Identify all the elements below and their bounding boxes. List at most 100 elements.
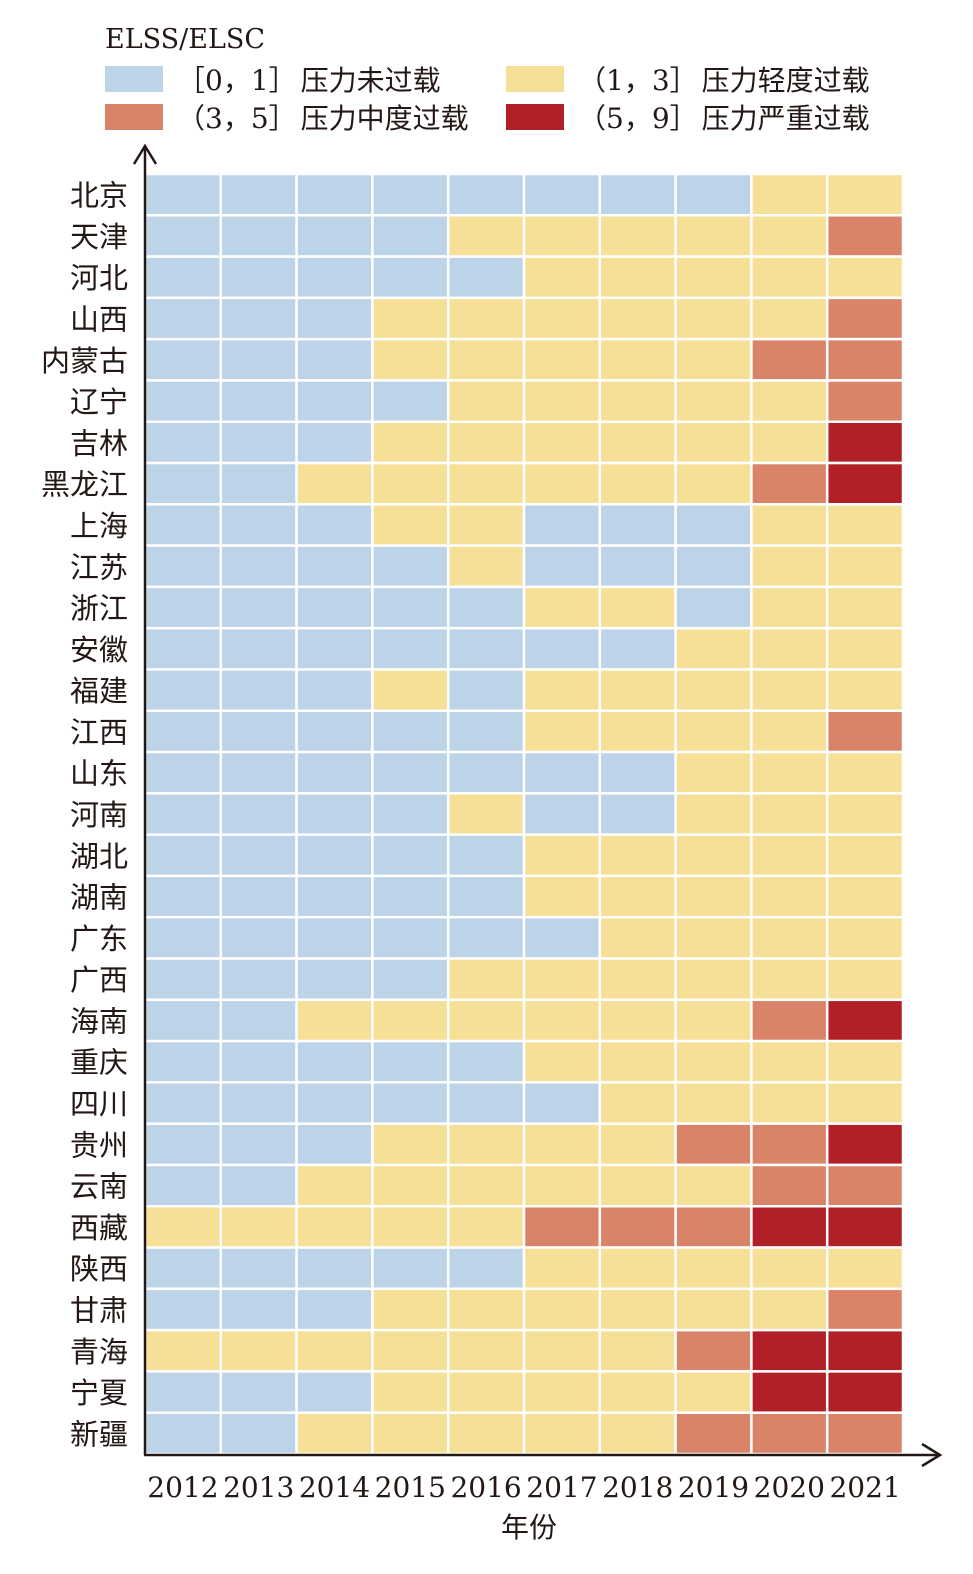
- heatmap-cell: [674, 379, 753, 423]
- heatmap-cell: [522, 337, 602, 382]
- heatmap-cell: [674, 1411, 753, 1456]
- heatmap-cell: [522, 296, 602, 341]
- heatmap-cell: [598, 1122, 677, 1167]
- heatmap-cell: [598, 172, 677, 217]
- heatmap-cell: [750, 1328, 829, 1373]
- heatmap-cell: [446, 214, 526, 258]
- heatmap-cell: [143, 544, 223, 589]
- x-tick-label: 2017: [526, 1471, 597, 1504]
- heatmap-cell: [522, 420, 602, 465]
- heatmap-cell: [143, 998, 223, 1043]
- x-tick-label: 2013: [223, 1471, 294, 1504]
- heatmap-cell: [295, 1039, 374, 1084]
- y-tick-label: 江西: [70, 715, 128, 749]
- y-tick-label: 河北: [70, 261, 128, 295]
- heatmap-cell: [522, 379, 602, 423]
- heatmap-cell: [295, 214, 374, 258]
- heatmap-cell: [598, 1163, 677, 1208]
- heatmap-cell: [825, 1163, 905, 1208]
- heatmap-cell: [143, 503, 223, 547]
- heatmap-cell: [750, 255, 829, 300]
- heatmap-cell: [825, 337, 905, 382]
- heatmap-cell: [295, 1411, 374, 1456]
- legend-label: （1，3］ 压力轻度过载: [578, 64, 870, 97]
- heatmap-cell: [219, 585, 298, 630]
- y-tick-label: 浙江: [70, 592, 128, 626]
- heatmap-cell: [446, 626, 526, 671]
- heatmap-cell: [295, 998, 374, 1043]
- heatmap-cell: [522, 214, 602, 258]
- heatmap-cell: [750, 998, 829, 1043]
- heatmap-cell: [371, 1081, 450, 1125]
- heatmap-cell: [219, 1039, 298, 1084]
- heatmap-cell: [674, 668, 753, 713]
- heatmap-cell: [143, 1246, 223, 1291]
- heatmap-cell: [598, 915, 677, 960]
- heatmap-cell: [750, 1039, 829, 1084]
- heatmap-cell: [750, 172, 829, 217]
- heatmap-cell: [219, 255, 298, 300]
- heatmap-cell: [598, 668, 677, 713]
- heatmap-cell: [750, 544, 829, 589]
- heatmap-cell: [750, 1122, 829, 1167]
- heatmap-cell: [825, 1205, 905, 1249]
- heatmap-cell: [522, 1122, 602, 1167]
- heatmap-cell: [295, 1246, 374, 1291]
- legend: ［0，1］ 压力未过载 （1，3］ 压力轻度过载 （3，5］ 压力中度过载 （5，9］ 压力严…: [105, 64, 870, 135]
- heatmap-cell: [219, 915, 298, 960]
- legend-swatch: [506, 66, 564, 92]
- heatmap-cell: [446, 998, 526, 1043]
- heatmap-cell: [219, 461, 298, 506]
- heatmap-cell: [143, 874, 223, 919]
- heatmap-cell: [825, 172, 905, 217]
- heatmap-cell: [219, 1163, 298, 1208]
- heatmap-cell: [598, 792, 677, 836]
- y-tick-label: 上海: [70, 509, 128, 543]
- y-axis-labels: 北京天津河北山西内蒙古辽宁吉林黑龙江上海江苏浙江安徽福建江西山东河南湖北湖南广东…: [41, 179, 128, 1452]
- legend-swatch: [506, 104, 564, 130]
- heatmap-cell: [825, 1370, 905, 1414]
- heatmap-cell: [825, 792, 905, 836]
- heatmap-cell: [371, 668, 450, 713]
- heatmap-cell: [143, 1081, 223, 1125]
- heatmap-cell: [674, 503, 753, 547]
- x-tick-label: 2020: [754, 1471, 825, 1504]
- heatmap-cell: [825, 420, 905, 465]
- heatmap-cell: [522, 255, 602, 300]
- heatmap-cell: [143, 1411, 223, 1456]
- y-tick-label: 广东: [70, 922, 128, 956]
- heatmap-cell: [446, 792, 526, 836]
- heatmap-cell: [219, 874, 298, 919]
- heatmap-cell: [674, 461, 753, 506]
- heatmap-cell: [825, 379, 905, 423]
- heatmap-cell: [750, 833, 829, 878]
- heatmap-cell: [446, 1163, 526, 1208]
- heatmap-cells: [143, 172, 905, 1456]
- heatmap-cell: [522, 585, 602, 630]
- heatmap-cell: [598, 503, 677, 547]
- heatmap-cell: [750, 420, 829, 465]
- heatmap-cell: [522, 874, 602, 919]
- y-tick-label: 黑龙江: [41, 468, 128, 502]
- legend-label: （5，9］ 压力严重过载: [578, 102, 870, 135]
- heatmap-cell: [295, 750, 374, 795]
- heatmap-cell: [371, 296, 450, 341]
- heatmap-cell: [522, 915, 602, 960]
- heatmap-cell: [295, 337, 374, 382]
- heatmap-cell: [825, 998, 905, 1043]
- heatmap-cell: [143, 1039, 223, 1084]
- heatmap-cell: [674, 1163, 753, 1208]
- y-tick-label: 安徽: [70, 633, 128, 667]
- heatmap-cell: [598, 585, 677, 630]
- heatmap-cell: [522, 1205, 602, 1249]
- heatmap-cell: [295, 709, 374, 754]
- heatmap-cell: [143, 668, 223, 713]
- y-axis-arrow: [132, 143, 158, 165]
- heatmap-cell: [825, 833, 905, 878]
- heatmap-cell: [750, 379, 829, 423]
- y-tick-label: 新疆: [70, 1417, 128, 1451]
- heatmap-cell: [371, 503, 450, 547]
- heatmap-cell: [750, 915, 829, 960]
- heatmap-cell: [598, 1246, 677, 1291]
- heatmap-cell: [446, 337, 526, 382]
